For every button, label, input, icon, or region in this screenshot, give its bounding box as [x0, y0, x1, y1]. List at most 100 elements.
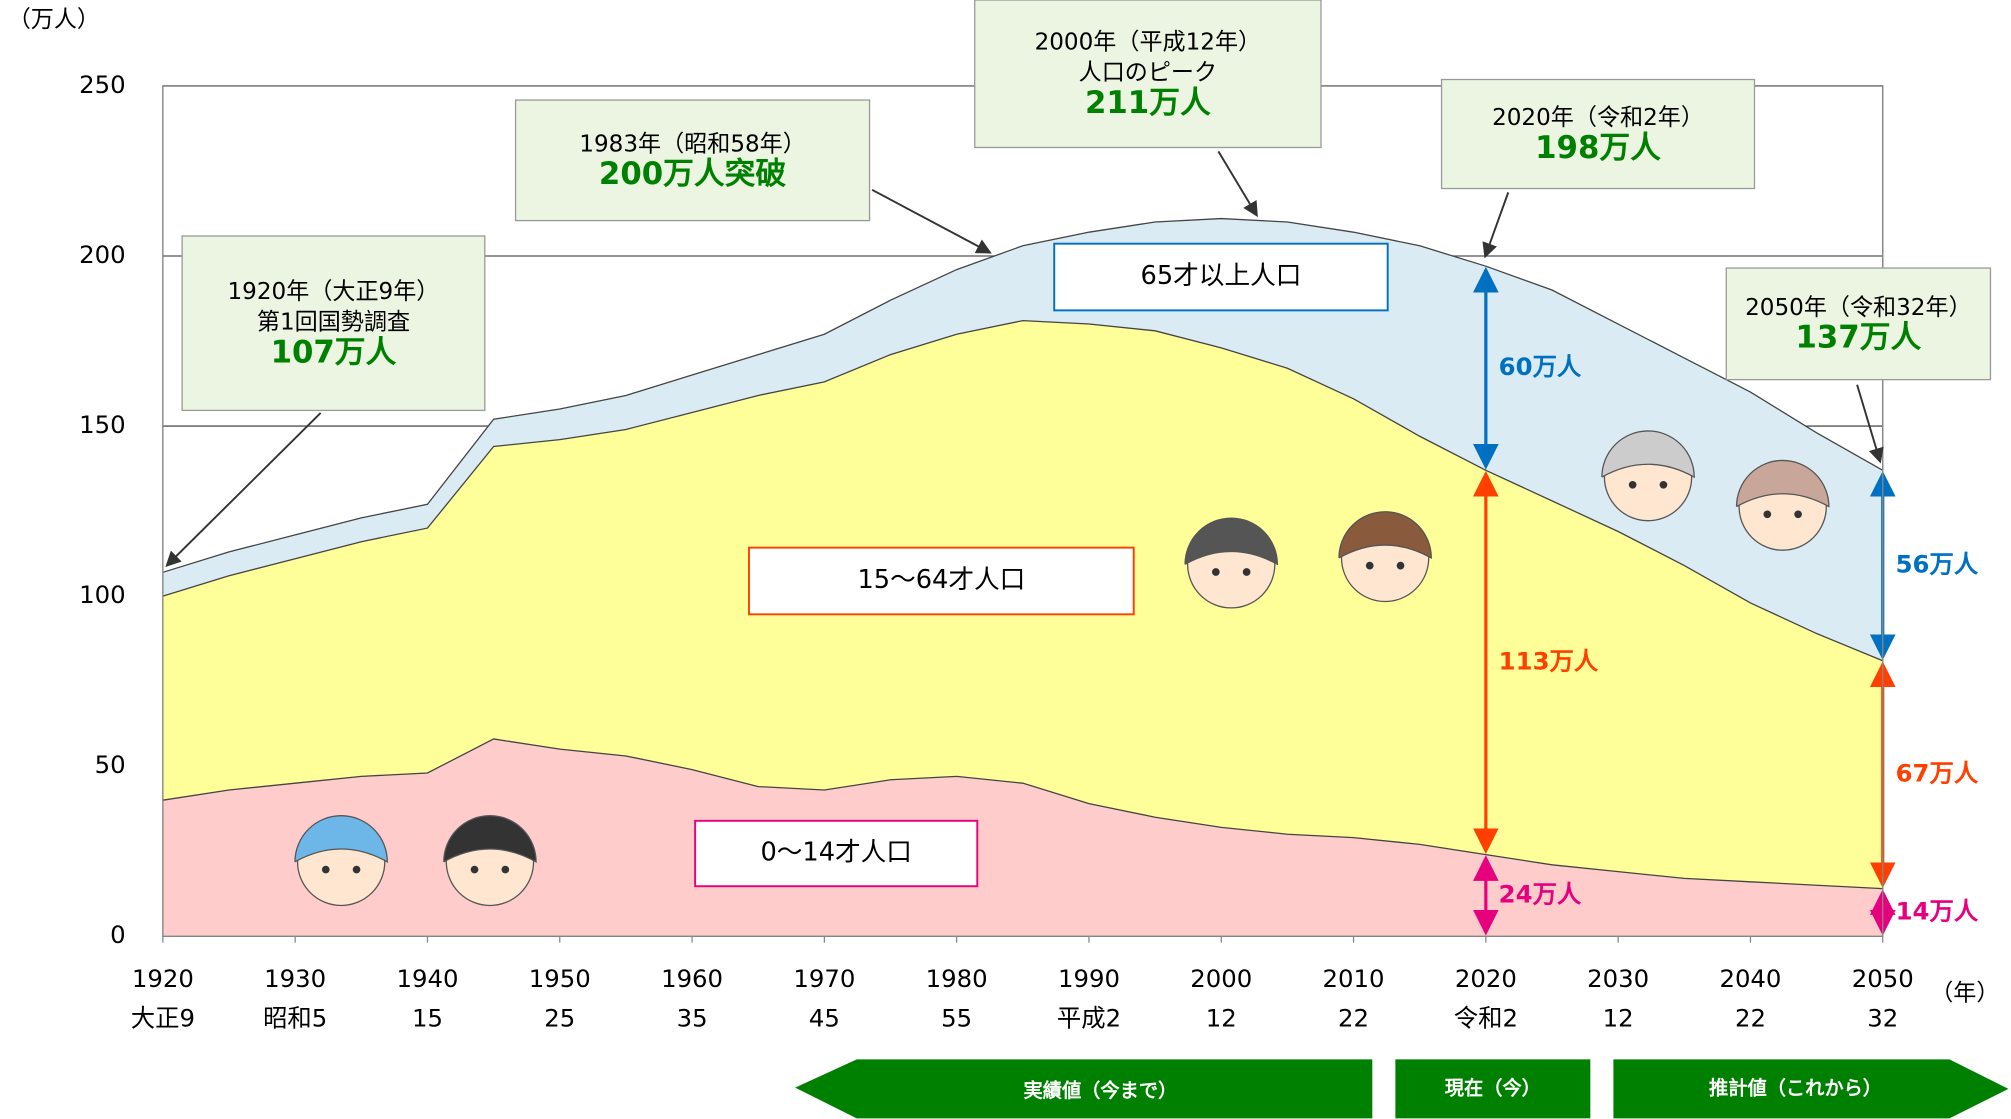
- value-label: 67万人: [1896, 759, 1979, 788]
- x-tick-label: 2000: [1190, 964, 1252, 993]
- y-tick-label: 150: [79, 410, 126, 439]
- bottom-bar: 実績値（今まで） 現在（今） 推計値（これから）: [795, 1059, 2009, 1119]
- callout-text: 1983年（昭和58年）: [579, 131, 806, 157]
- callout-box: [514, 99, 871, 222]
- illustration: [443, 815, 537, 863]
- x-tick-sublabel: 12: [1206, 1004, 1237, 1033]
- callout-text: 2000年（平成12年）: [1035, 29, 1262, 55]
- area-edge: [162, 217, 1884, 573]
- bar-label: 実績値（今まで）: [1024, 1079, 1178, 1102]
- series-name: 15〜64才人口: [857, 565, 1025, 595]
- callout-value: 198万人: [1535, 130, 1661, 166]
- y-tick-label: 0: [110, 920, 126, 949]
- illustration: [1628, 480, 1637, 489]
- illustration: [1242, 568, 1251, 576]
- callout-box: [181, 235, 486, 412]
- x-tick-label: 1960: [661, 964, 723, 993]
- callout-value: 137万人: [1795, 320, 1921, 356]
- value-label: 14万人: [1896, 896, 1979, 925]
- callout-arrow: [1856, 384, 1884, 464]
- x-unit: （年）: [1930, 980, 1999, 1006]
- series-name: 65才以上人口: [1141, 261, 1302, 291]
- callout-box: [1440, 78, 1756, 190]
- callout-text: 2020年（令和2年）: [1492, 105, 1704, 131]
- callout-arrow: [1217, 150, 1258, 218]
- illustration: [470, 865, 479, 874]
- callout-value: 200万人突破: [599, 156, 787, 192]
- x-tick-sublabel: 平成2: [1057, 1004, 1121, 1033]
- illustration: [294, 815, 388, 863]
- illustration: [1365, 561, 1374, 570]
- x-tick-label: 1970: [793, 964, 855, 993]
- x-tick-label: 2030: [1587, 964, 1649, 993]
- x-tick-label: 1980: [926, 964, 988, 993]
- y-tick-label: 100: [79, 580, 126, 609]
- x-tick-label: 2020: [1455, 964, 1517, 993]
- value-label: 113万人: [1499, 646, 1599, 675]
- callout-value: 211万人: [1085, 85, 1211, 121]
- callout-box: [974, 0, 1322, 149]
- x-tick-label: 2050: [1852, 964, 1914, 993]
- area-edge: [162, 738, 1883, 890]
- x-tick-label: 1990: [1058, 964, 1120, 993]
- y-tick-label: 250: [79, 70, 126, 99]
- x-tick-label: 1930: [264, 964, 326, 993]
- callout-arrow: [165, 412, 322, 567]
- callout-text: 1920年（大正9年）: [228, 279, 440, 305]
- arrow-past: [795, 1059, 1373, 1119]
- illustration: [501, 865, 510, 874]
- x-tick-sublabel: 昭和5: [263, 1004, 327, 1033]
- callout-box: [1725, 267, 1992, 381]
- x-tick-sublabel: 令和2: [1454, 1004, 1518, 1033]
- callout-text: 第1回国勢調査: [257, 310, 410, 336]
- x-tick-sublabel: 15: [412, 1004, 443, 1033]
- x-tick-label: 2040: [1719, 964, 1781, 993]
- illustration: [352, 865, 361, 874]
- bar-label: 推計値（これから）: [1709, 1076, 1882, 1099]
- illustration: [1184, 517, 1279, 566]
- value-label: 24万人: [1499, 879, 1582, 908]
- x-tick-label: 2010: [1323, 964, 1385, 993]
- x-tick-sublabel: 55: [941, 1004, 972, 1033]
- illustration: [1338, 511, 1432, 559]
- value-label: 56万人: [1896, 550, 1979, 579]
- illustration: [321, 865, 330, 874]
- x-tick-label: 1940: [396, 964, 458, 993]
- illustration: [1763, 510, 1772, 519]
- area-edge: [162, 319, 1883, 662]
- series-label-box: [694, 819, 979, 888]
- callout-arrow: [871, 188, 992, 254]
- callout-text: 2050年（令和32年）: [1745, 295, 1972, 321]
- bar-now: [1395, 1059, 1591, 1119]
- value-label: 60万人: [1499, 352, 1582, 381]
- y-tick-label: 200: [79, 240, 126, 269]
- bar-label: 現在（今）: [1445, 1076, 1541, 1099]
- x-tick-sublabel: 22: [1338, 1004, 1369, 1033]
- x-tick-label: 1950: [529, 964, 591, 993]
- area: [162, 218, 1883, 661]
- series-label-box: [748, 546, 1135, 616]
- x-tick-sublabel: 大正9: [131, 1004, 195, 1033]
- illustration: [1735, 459, 1830, 508]
- x-tick-sublabel: 12: [1603, 1004, 1634, 1033]
- x-tick-sublabel: 35: [677, 1004, 708, 1033]
- x-tick-label: 1920: [132, 964, 194, 993]
- y-unit: （万人）: [8, 7, 100, 33]
- x-tick-sublabel: 25: [544, 1004, 575, 1033]
- callout-arrow: [1482, 192, 1510, 259]
- callout-text: 人口のピーク: [1079, 60, 1217, 86]
- arrow-future: [1613, 1059, 2009, 1119]
- y-tick-label: 50: [95, 750, 126, 779]
- illustration: [1659, 480, 1668, 489]
- x-tick-sublabel: 22: [1735, 1004, 1766, 1033]
- series-name: 0〜14才人口: [760, 838, 912, 868]
- illustration: [1396, 561, 1405, 570]
- x-tick-sublabel: 32: [1867, 1004, 1898, 1033]
- series-label-box: [1053, 242, 1389, 312]
- x-tick-sublabel: 45: [809, 1004, 840, 1033]
- area: [162, 738, 1883, 937]
- illustration: [1601, 430, 1695, 479]
- illustration: [1211, 568, 1220, 576]
- illustration: [1794, 510, 1802, 519]
